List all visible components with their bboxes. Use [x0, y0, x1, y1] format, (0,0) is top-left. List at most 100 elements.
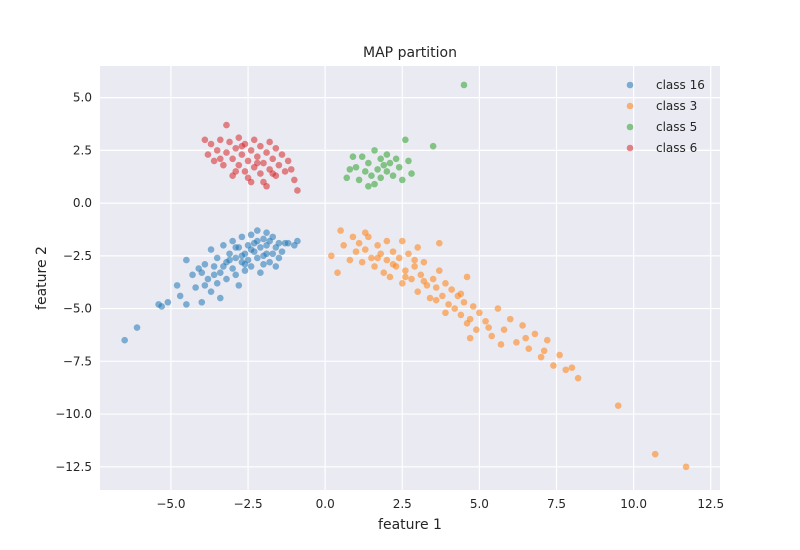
data-point [201, 282, 209, 289]
data-point [411, 256, 418, 264]
data-point [365, 182, 372, 190]
data-point [220, 242, 227, 249]
data-point [238, 151, 246, 158]
data-point [377, 174, 384, 182]
data-point [408, 275, 415, 283]
data-point [235, 134, 243, 142]
data-point [497, 341, 505, 348]
y-tick-label: −7.5 [63, 354, 92, 368]
data-point [405, 250, 412, 258]
data-point [513, 339, 520, 346]
data-point [220, 263, 227, 270]
y-tick-label: −2.5 [63, 249, 92, 263]
data-point [173, 282, 181, 289]
data-point [254, 153, 261, 161]
data-point [263, 182, 270, 190]
data-point [398, 279, 406, 287]
data-point [207, 140, 215, 148]
data-point [244, 157, 252, 165]
data-point [247, 263, 255, 270]
x-axis-ticks: −5.0 −2.5 0.0 2.5 5.0 7.5 10.0 12.5 [156, 497, 724, 511]
data-point [451, 305, 459, 312]
data-point [383, 237, 391, 245]
x-axis-label: feature 1 [378, 517, 442, 533]
data-point [213, 254, 221, 262]
data-point [204, 151, 212, 158]
data-point [232, 271, 240, 279]
y-tick-label: 2.5 [73, 143, 92, 157]
data-point [229, 237, 236, 245]
data-point [121, 336, 128, 344]
data-point [460, 81, 468, 89]
data-point [238, 252, 246, 260]
data-point [371, 263, 378, 270]
data-point [506, 315, 514, 323]
data-point [682, 463, 690, 471]
data-point [365, 159, 372, 167]
data-point [247, 231, 255, 239]
legend-label: class 3 [656, 99, 697, 113]
data-point [229, 155, 236, 163]
data-point [226, 256, 233, 264]
data-point [405, 157, 412, 165]
x-tick-label: 0.0 [316, 497, 335, 511]
x-tick-label: −2.5 [233, 497, 262, 511]
data-point [198, 269, 206, 277]
data-point [374, 166, 381, 173]
data-point [361, 229, 369, 236]
data-point [232, 144, 240, 152]
data-point [207, 288, 215, 296]
data-point [383, 168, 391, 175]
data-point [216, 155, 224, 163]
data-point [377, 155, 384, 163]
data-point [368, 254, 375, 262]
data-point [183, 256, 190, 264]
data-point [254, 227, 261, 234]
data-point [380, 269, 388, 277]
data-point [383, 256, 391, 264]
data-point [531, 330, 539, 338]
x-tick-label: 10.0 [620, 497, 647, 511]
data-point [189, 271, 196, 279]
data-point [281, 168, 289, 175]
data-point [436, 267, 443, 274]
data-point [395, 163, 403, 171]
data-point [417, 271, 425, 279]
data-point [275, 239, 283, 247]
legend-marker [626, 81, 634, 89]
data-point [361, 168, 369, 175]
data-point [389, 248, 397, 255]
data-point [254, 159, 261, 167]
data-point [254, 254, 261, 262]
data-point [346, 166, 354, 173]
data-point [469, 303, 477, 310]
data-point [463, 273, 471, 281]
data-point [414, 288, 422, 296]
data-point [223, 149, 230, 156]
legend-label: class 6 [656, 141, 697, 155]
data-point [488, 332, 496, 340]
data-point [266, 138, 273, 146]
y-axis-label: feature 2 [34, 246, 50, 310]
series-class-3 [328, 227, 690, 471]
data-point [568, 364, 576, 371]
series-class-5 [343, 81, 468, 190]
data-point [651, 450, 659, 458]
data-point [183, 301, 190, 308]
data-point [429, 275, 437, 283]
data-point [263, 229, 270, 236]
data-point [294, 237, 301, 245]
data-point [278, 151, 286, 158]
data-point [291, 176, 298, 184]
data-point [439, 292, 446, 300]
x-tick-label: −5.0 [156, 497, 185, 511]
data-point [389, 260, 397, 268]
data-point [460, 298, 468, 306]
data-point [254, 237, 261, 245]
data-point [398, 237, 406, 245]
data-point [275, 161, 283, 169]
data-point [266, 258, 273, 266]
data-point [519, 322, 526, 329]
data-point [482, 317, 489, 325]
